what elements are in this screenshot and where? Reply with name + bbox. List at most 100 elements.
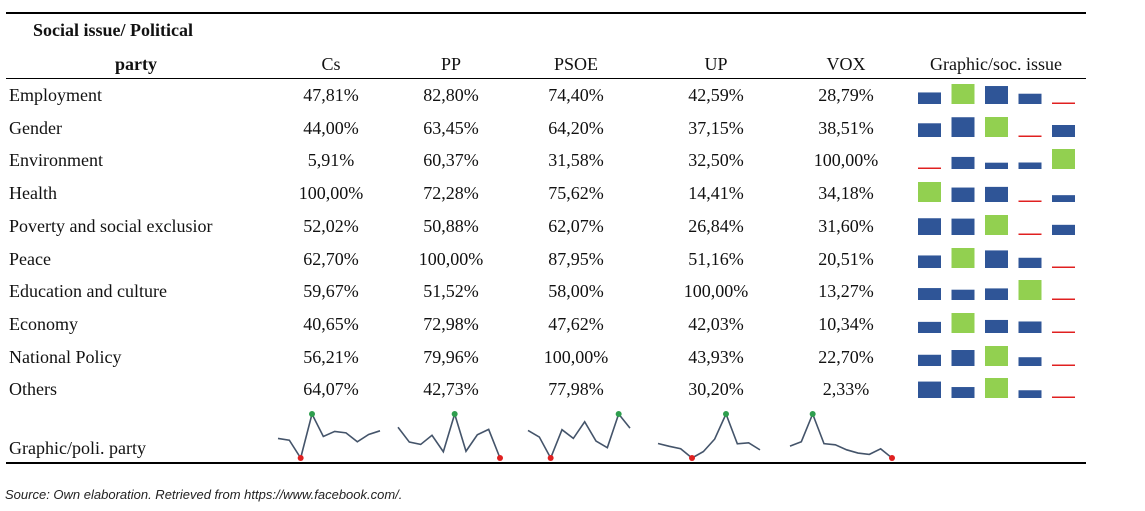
value-cell: 87,95% <box>548 248 604 269</box>
issue-bar <box>951 157 975 170</box>
issue-bar <box>951 387 975 399</box>
row-label: Gender <box>9 117 62 138</box>
sparkline-min-marker <box>497 455 503 461</box>
value-cell: 72,98% <box>423 313 479 334</box>
row-label: Health <box>9 183 57 204</box>
issue-mini-chart <box>918 280 1075 301</box>
value-cell: 50,88% <box>423 215 479 236</box>
sparkline-max-marker <box>809 411 816 417</box>
issue-bar <box>1052 195 1075 203</box>
issue-bar <box>918 381 941 399</box>
issue-bar <box>1018 135 1042 137</box>
value-cell: 14,41% <box>688 183 744 204</box>
value-cell: 64,07% <box>303 379 359 400</box>
value-cell: 100,00% <box>813 150 879 171</box>
issue-bar <box>918 354 941 366</box>
row-label: Peace <box>9 248 51 269</box>
sparkline-max-marker <box>451 411 458 417</box>
issue-bar <box>1018 93 1042 104</box>
issue-bar <box>951 84 975 104</box>
sparkline-path <box>277 411 381 460</box>
value-cell: 30,20% <box>688 379 744 400</box>
source-footnote: Source: Own elaboration. Retrieved from … <box>5 487 403 502</box>
value-cell: 28,79% <box>818 85 874 105</box>
header-party-psoe: PSOE <box>553 54 598 74</box>
issue-bar <box>918 92 941 104</box>
issue-mini-chart <box>918 182 1075 203</box>
issue-bar <box>918 254 941 268</box>
row-label: Employment <box>9 85 102 105</box>
issue-bar <box>985 186 1008 203</box>
issue-bar <box>951 349 975 366</box>
issue-bar <box>1052 396 1075 399</box>
header-party-pp: PP <box>440 54 462 74</box>
value-cell: 79,96% <box>423 346 479 367</box>
row-label: Poverty and social exclusior <box>9 215 213 236</box>
issue-bar <box>1052 224 1075 235</box>
sparkline-max-marker <box>615 411 622 417</box>
issue-bar <box>985 249 1008 268</box>
issue-bar <box>985 214 1008 235</box>
issue-mini-chart <box>918 247 1075 268</box>
issue-bar <box>985 86 1008 104</box>
value-cell: 74,40% <box>548 85 604 105</box>
issue-bar <box>1018 280 1042 301</box>
header-rule <box>6 78 1086 79</box>
issue-mini-chart <box>918 214 1075 235</box>
value-cell: 26,84% <box>688 215 744 236</box>
issue-bar <box>1018 200 1042 203</box>
issue-bar <box>1018 257 1042 268</box>
issue-bar <box>1018 321 1042 333</box>
issue-mini-chart <box>918 378 1075 399</box>
issue-mini-chart <box>918 149 1075 170</box>
party-sparkline <box>789 411 895 461</box>
issue-bar <box>985 116 1008 137</box>
value-cell: 51,16% <box>688 248 744 269</box>
issue-mini-chart <box>918 345 1075 366</box>
value-cell: 62,70% <box>303 248 359 269</box>
row-label: Environment <box>9 150 103 171</box>
issue-bar <box>951 312 975 333</box>
value-cell: 34,18% <box>818 183 874 204</box>
issue-bar <box>985 319 1008 333</box>
issue-bar <box>1052 102 1075 104</box>
issue-bar <box>1018 233 1042 235</box>
value-cell: 42,73% <box>423 379 479 400</box>
value-cell: 60,37% <box>423 150 479 171</box>
value-cell: 42,59% <box>688 85 744 105</box>
header-party-cs: Cs <box>321 54 341 74</box>
spark-row-label: Graphic/poli. party <box>9 438 146 458</box>
sparkline-min-marker <box>889 455 895 461</box>
value-cell: 75,62% <box>548 183 604 204</box>
header-issue-line1: Social issue/ Political <box>33 20 193 40</box>
row-label: Others <box>9 379 57 400</box>
issue-bar <box>1018 390 1042 399</box>
sparkline-path <box>527 412 631 460</box>
issue-bar <box>985 288 1008 301</box>
issue-bar <box>951 247 975 268</box>
issue-mini-chart <box>918 116 1075 137</box>
issue-bar <box>918 288 941 301</box>
value-cell: 43,93% <box>688 346 744 367</box>
sparkline-min-marker <box>547 455 554 461</box>
issue-bar <box>1052 266 1075 268</box>
issue-bar <box>985 345 1008 366</box>
issue-bar <box>918 122 941 137</box>
issue-bar <box>1052 298 1075 301</box>
row-label: Economy <box>9 313 78 334</box>
issue-bar <box>1052 331 1075 333</box>
value-cell: 58,00% <box>548 281 604 302</box>
value-cell: 77,98% <box>548 379 604 400</box>
issue-bar <box>985 378 1008 399</box>
value-cell: 63,45% <box>423 117 479 138</box>
value-cell: 47,62% <box>548 313 604 334</box>
issue-bar <box>918 167 941 170</box>
value-cell: 42,03% <box>688 313 744 334</box>
value-cell: 37,15% <box>688 117 744 138</box>
top-rule <box>6 12 1086 14</box>
value-cell: 100,00% <box>298 183 364 204</box>
issue-bar <box>918 182 941 203</box>
header-party-up: UP <box>704 54 728 74</box>
sparkline-path <box>789 411 893 459</box>
value-cell: 72,28% <box>423 183 479 204</box>
